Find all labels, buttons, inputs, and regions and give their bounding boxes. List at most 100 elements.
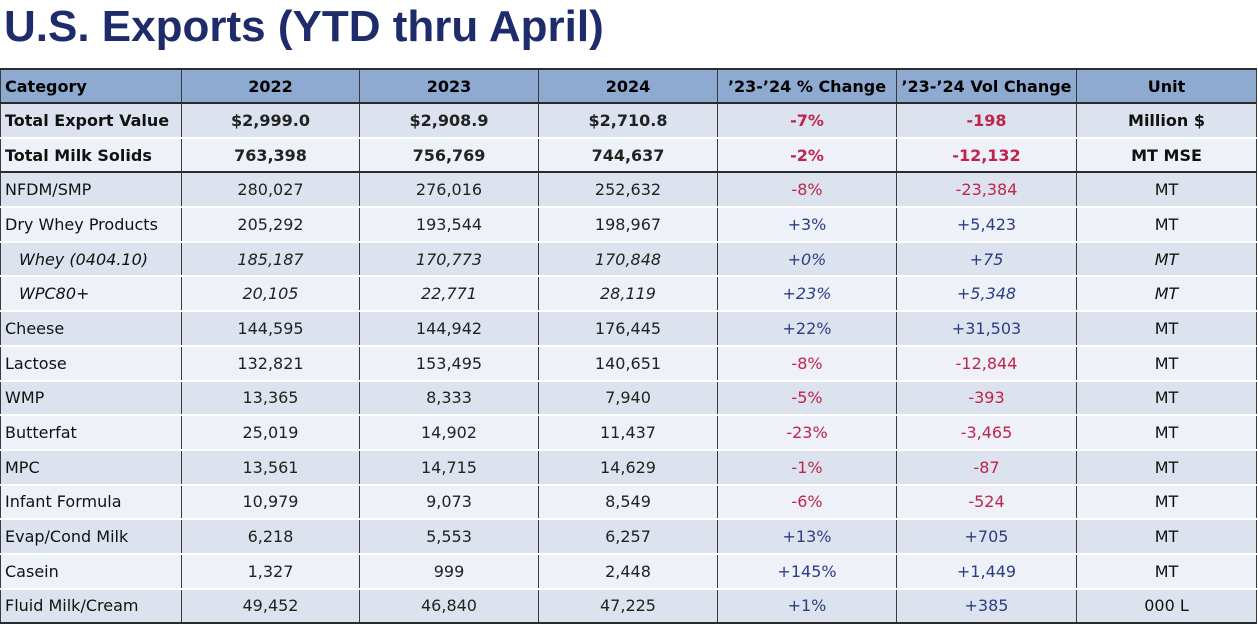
cell-vol-change: -3,465 — [896, 414, 1077, 451]
cell-unit: MT — [1076, 275, 1257, 313]
table-row: Infant Formula 10,979 9,073 8,549 -6% -5… — [0, 483, 1257, 521]
cell-2024: 28,119 — [538, 275, 718, 313]
header-category: Category — [0, 68, 182, 104]
cell-2023: 22,771 — [359, 275, 539, 313]
cell-category: Evap/Cond Milk — [0, 518, 182, 555]
cell-2022: 280,027 — [181, 171, 360, 209]
cell-unit: MT — [1076, 379, 1257, 417]
cell-2023: 170,773 — [359, 240, 539, 278]
cell-category: Total Export Value — [0, 102, 182, 139]
cell-vol-change: +5,348 — [896, 275, 1077, 313]
cell-2022: 25,019 — [181, 414, 360, 451]
cell-2022: 763,398 — [181, 136, 360, 174]
header-pct-change: ’23-’24 % Change — [717, 68, 897, 104]
cell-vol-change: -393 — [896, 379, 1077, 417]
page-title: U.S. Exports (YTD thru April) — [4, 2, 604, 51]
cell-2023: 999 — [359, 552, 539, 590]
cell-pct-change: -1% — [717, 448, 897, 486]
cell-unit: MT — [1076, 240, 1257, 278]
cell-unit: MT — [1076, 310, 1257, 347]
cell-pct-change: +22% — [717, 310, 897, 347]
cell-pct-change: +1% — [717, 587, 897, 625]
cell-category: Total Milk Solids — [0, 136, 182, 174]
table-row: WPC80+ 20,105 22,771 28,119 +23% +5,348 … — [0, 275, 1257, 313]
cell-2023: 46,840 — [359, 587, 539, 625]
cell-2023: 14,715 — [359, 448, 539, 486]
table-row: Whey (0404.10) 185,187 170,773 170,848 +… — [0, 240, 1257, 278]
table-row: MPC 13,561 14,715 14,629 -1% -87 MT — [0, 448, 1257, 486]
cell-2022: 205,292 — [181, 206, 360, 243]
cell-2024: $2,710.8 — [538, 102, 718, 139]
cell-2024: 170,848 — [538, 240, 718, 278]
table-row: Casein 1,327 999 2,448 +145% +1,449 MT — [0, 552, 1257, 590]
cell-2023: 193,544 — [359, 206, 539, 243]
cell-2022: 20,105 — [181, 275, 360, 313]
cell-vol-change: -12,132 — [896, 136, 1077, 174]
cell-2022: 13,561 — [181, 448, 360, 486]
cell-2024: 7,940 — [538, 379, 718, 417]
cell-category: Dry Whey Products — [0, 206, 182, 243]
cell-unit: MT — [1076, 171, 1257, 209]
cell-category: NFDM/SMP — [0, 171, 182, 209]
cell-2023: 8,333 — [359, 379, 539, 417]
header-2022: 2022 — [181, 68, 360, 104]
cell-pct-change: +23% — [717, 275, 897, 313]
cell-pct-change: -7% — [717, 102, 897, 139]
cell-vol-change: -12,844 — [896, 344, 1077, 382]
cell-category: Casein — [0, 552, 182, 590]
cell-vol-change: +5,423 — [896, 206, 1077, 243]
header-2024: 2024 — [538, 68, 718, 104]
table-row: Evap/Cond Milk 6,218 5,553 6,257 +13% +7… — [0, 518, 1257, 555]
table-row: Fluid Milk/Cream 49,452 46,840 47,225 +1… — [0, 587, 1257, 625]
cell-2024: 2,448 — [538, 552, 718, 590]
cell-2022: 49,452 — [181, 587, 360, 625]
table-row: WMP 13,365 8,333 7,940 -5% -393 MT — [0, 379, 1257, 417]
cell-pct-change: +3% — [717, 206, 897, 243]
cell-vol-change: +75 — [896, 240, 1077, 278]
header-row: Category 2022 2023 2024 ’23-’24 % Change… — [0, 68, 1257, 104]
table-row: NFDM/SMP 280,027 276,016 252,632 -8% -23… — [0, 171, 1257, 209]
cell-unit: 000 L — [1076, 587, 1257, 625]
cell-2024: 744,637 — [538, 136, 718, 174]
cell-category: Whey (0404.10) — [0, 240, 182, 278]
cell-vol-change: +31,503 — [896, 310, 1077, 347]
cell-unit: MT — [1076, 518, 1257, 555]
cell-unit: MT MSE — [1076, 136, 1257, 174]
cell-unit: MT — [1076, 344, 1257, 382]
cell-unit: MT — [1076, 448, 1257, 486]
cell-category: MPC — [0, 448, 182, 486]
cell-pct-change: -8% — [717, 171, 897, 209]
cell-vol-change: -198 — [896, 102, 1077, 139]
cell-pct-change: -23% — [717, 414, 897, 451]
cell-unit: MT — [1076, 483, 1257, 521]
cell-pct-change: +145% — [717, 552, 897, 590]
cell-2023: 144,942 — [359, 310, 539, 347]
cell-2023: 14,902 — [359, 414, 539, 451]
cell-pct-change: +0% — [717, 240, 897, 278]
cell-2024: 11,437 — [538, 414, 718, 451]
table-row: Total Milk Solids 763,398 756,769 744,63… — [0, 136, 1257, 174]
header-2023: 2023 — [359, 68, 539, 104]
cell-2024: 14,629 — [538, 448, 718, 486]
cell-vol-change: -524 — [896, 483, 1077, 521]
cell-2022: $2,999.0 — [181, 102, 360, 139]
cell-2022: 6,218 — [181, 518, 360, 555]
cell-2022: 10,979 — [181, 483, 360, 521]
cell-2023: 5,553 — [359, 518, 539, 555]
cell-category: Infant Formula — [0, 483, 182, 521]
cell-2024: 176,445 — [538, 310, 718, 347]
cell-vol-change: +1,449 — [896, 552, 1077, 590]
cell-unit: MT — [1076, 206, 1257, 243]
cell-2024: 140,651 — [538, 344, 718, 382]
cell-vol-change: -23,384 — [896, 171, 1077, 209]
table-row: Butterfat 25,019 14,902 11,437 -23% -3,4… — [0, 414, 1257, 451]
cell-unit: MT — [1076, 414, 1257, 451]
table-row: Total Export Value $2,999.0 $2,908.9 $2,… — [0, 102, 1257, 139]
cell-category: WPC80+ — [0, 275, 182, 313]
cell-category: Butterfat — [0, 414, 182, 451]
cell-unit: MT — [1076, 552, 1257, 590]
cell-vol-change: -87 — [896, 448, 1077, 486]
cell-category: Cheese — [0, 310, 182, 347]
table-body: Total Export Value $2,999.0 $2,908.9 $2,… — [0, 102, 1257, 625]
cell-2023: 756,769 — [359, 136, 539, 174]
